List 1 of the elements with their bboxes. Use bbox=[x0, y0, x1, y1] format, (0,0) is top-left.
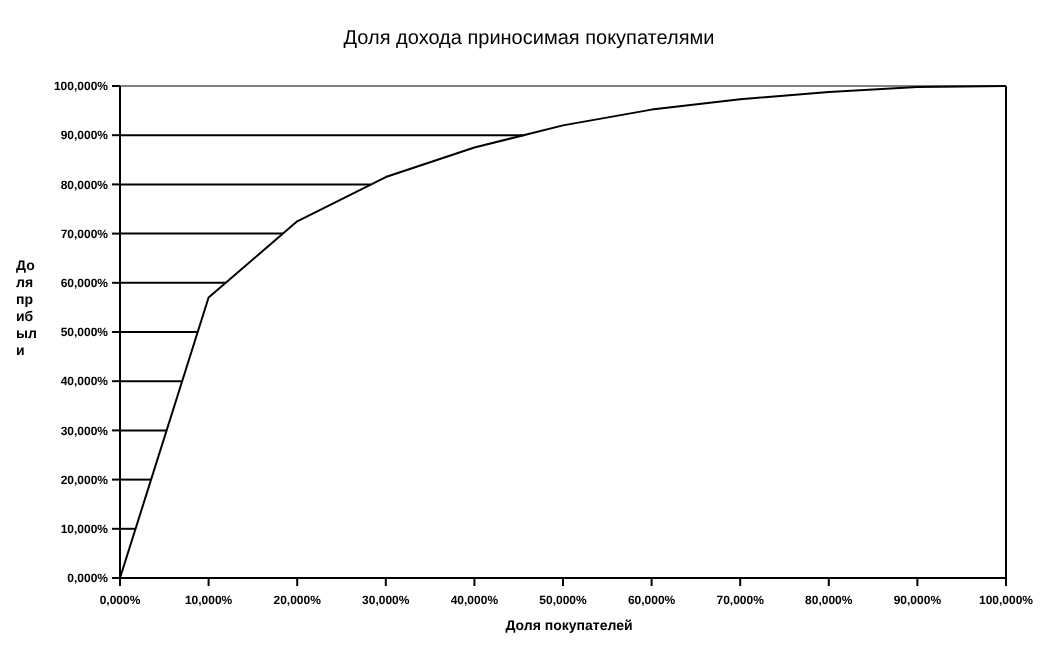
chart-title: Доля дохода приносимая покупателями bbox=[343, 28, 715, 50]
